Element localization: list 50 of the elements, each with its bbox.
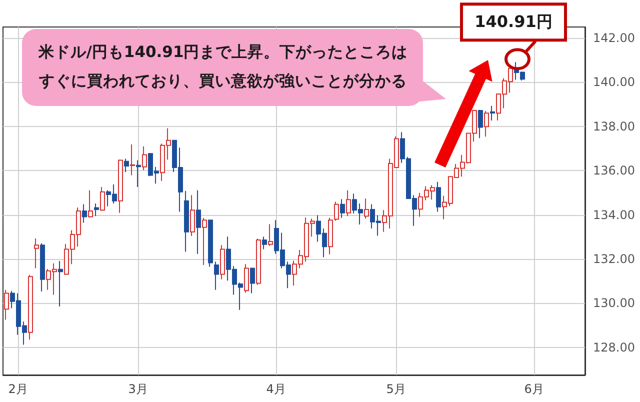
candlestick bbox=[214, 261, 219, 290]
x-tick-label: 3月 bbox=[128, 382, 148, 396]
candlestick bbox=[196, 190, 201, 254]
candlestick bbox=[94, 203, 99, 217]
candlestick bbox=[100, 186, 105, 212]
annotation: 140.91円 bbox=[474, 12, 552, 32]
candlestick bbox=[82, 204, 87, 224]
candlestick bbox=[118, 159, 123, 214]
candlestick bbox=[220, 244, 225, 280]
y-tick-label: 130.00 bbox=[593, 296, 635, 310]
y-tick-label: 134.00 bbox=[593, 208, 635, 222]
candlestick bbox=[250, 267, 255, 294]
candlestick bbox=[484, 110, 489, 138]
candlestick bbox=[364, 198, 369, 220]
candlestick bbox=[34, 238, 39, 269]
candlestick bbox=[490, 105, 495, 121]
y-tick-label: 142.00 bbox=[593, 31, 635, 46]
candlestick bbox=[58, 260, 63, 308]
y-tick-label: 128.00 bbox=[593, 340, 635, 354]
candlestick bbox=[208, 219, 213, 268]
candlestick bbox=[436, 181, 441, 212]
y-tick-label: 132.00 bbox=[593, 252, 635, 266]
candlestick bbox=[328, 217, 333, 255]
y-tick-label: 138.00 bbox=[593, 119, 635, 134]
candlestick bbox=[142, 146, 147, 171]
candlestick bbox=[40, 242, 45, 292]
candlestick bbox=[130, 144, 135, 176]
y-tick-label: 136.00 bbox=[593, 164, 635, 178]
candlestick bbox=[346, 190, 351, 217]
x-tick-label: 2月 bbox=[8, 382, 28, 396]
candlestick bbox=[244, 264, 249, 294]
candlestick bbox=[268, 224, 273, 246]
candlestick bbox=[334, 201, 339, 222]
x-tick-label: 5月 bbox=[386, 382, 406, 396]
candlestick bbox=[262, 236, 267, 250]
candlestick bbox=[88, 190, 93, 218]
candlestick bbox=[136, 160, 141, 188]
candlestick bbox=[124, 158, 129, 172]
x-tick-label: 6月 bbox=[524, 382, 544, 396]
candlestick bbox=[202, 217, 207, 266]
candlestick bbox=[190, 194, 195, 237]
annotation: 米ドル/円も140.91円まで上昇。下がったところはすぐに買われており、買い意欲が強いことが分かる bbox=[37, 42, 409, 92]
candlestick bbox=[184, 190, 189, 252]
x-tick-label: 4月 bbox=[266, 382, 286, 396]
candlestick bbox=[4, 289, 9, 320]
candlestick bbox=[28, 274, 33, 340]
candlestick bbox=[340, 198, 345, 218]
y-tick-label: 140.00 bbox=[593, 75, 635, 90]
candlestick bbox=[256, 238, 261, 286]
candlestick bbox=[478, 109, 483, 139]
